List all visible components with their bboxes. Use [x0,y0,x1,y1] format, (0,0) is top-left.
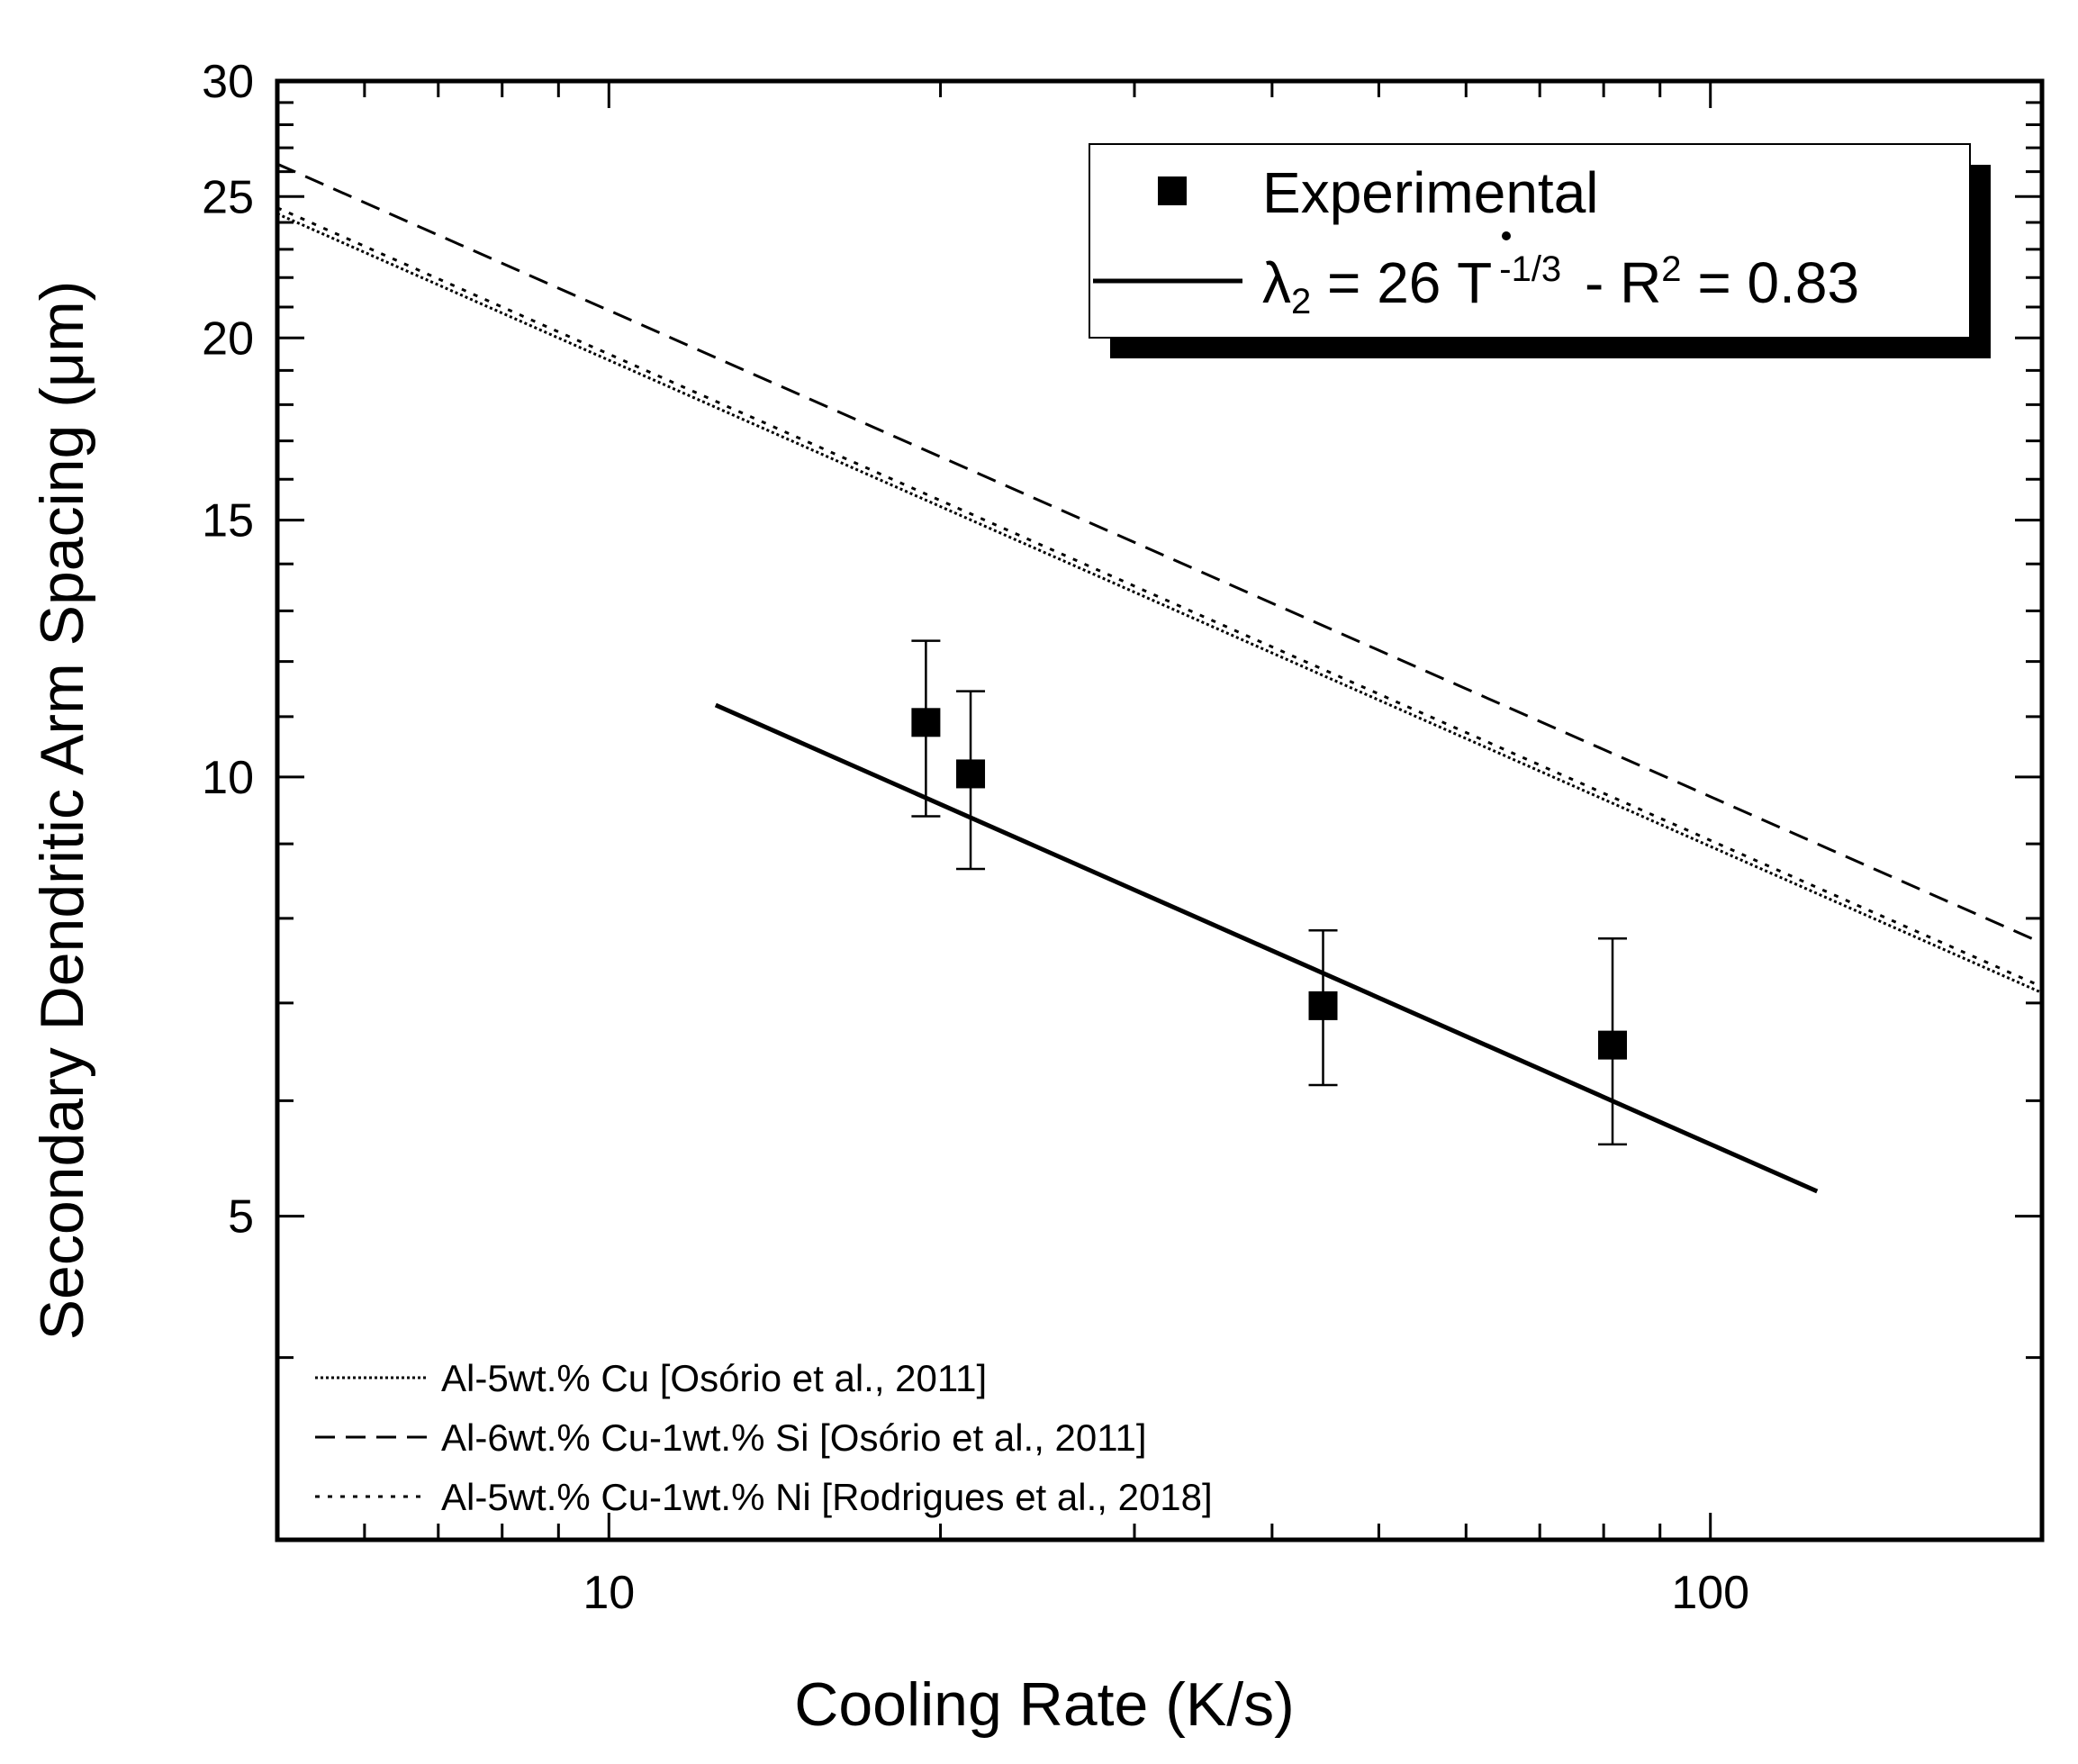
x-axis-title: Cooling Rate (K/s) [794,1670,1295,1739]
plot-border [275,78,2045,1542]
y-tick-label: 5 [228,1191,254,1244]
data-point-4 [1598,1030,1628,1060]
legend-experimental-marker [1158,176,1187,205]
fit-line [714,702,1819,1194]
plot-frame [275,78,2045,1542]
axis-ticks: 10 100 5 10 15 20 25 30 [202,56,2044,1619]
y-tick-label: 25 [202,171,254,223]
x-tick-label: 100 [1671,1567,1749,1619]
ref-legend-label-2: Al-6wt.% Cu-1wt.% Si [Osório et al., 201… [441,1416,1147,1459]
y-tick-label: 30 [202,56,254,108]
data-point-1 [911,708,941,737]
x-tick-label: 10 [583,1567,635,1619]
legend-main: Experimental λ2 = 26 T -1/3 - R2 = 0.83 [1089,143,1991,358]
y-tick-label: 20 [202,312,254,365]
legend-references: Al-5wt.% Cu [Osório et al., 2011] Al-6wt.… [315,1357,1213,1518]
ref-legend-label-3: Al-5wt.% Cu-1wt.% Ni [Rodrigues et al., … [441,1476,1213,1518]
reference-lines [277,162,2042,994]
fit-line-group [714,702,1819,1194]
y-axis-title: Secondary Dendritic Arm Spacing (μm) [28,281,96,1341]
data-point-2 [956,759,986,789]
legend-frame [1089,143,1971,339]
data-point-3 [1308,991,1338,1020]
experimental-points [911,708,1628,1060]
legend-experimental-label: Experimental [1262,160,1599,225]
y-tick-label: 10 [202,752,254,804]
error-bars [911,639,1628,1146]
reference-line-2 [277,162,2042,945]
y-tick-label: 15 [202,495,254,547]
ref-legend-label-1: Al-5wt.% Cu [Osório et al., 2011] [441,1357,987,1399]
legend-fit-label: λ2 = 26 T -1/3 - R2 = 0.83 [1262,249,1859,321]
tdot-accent [1502,231,1511,240]
